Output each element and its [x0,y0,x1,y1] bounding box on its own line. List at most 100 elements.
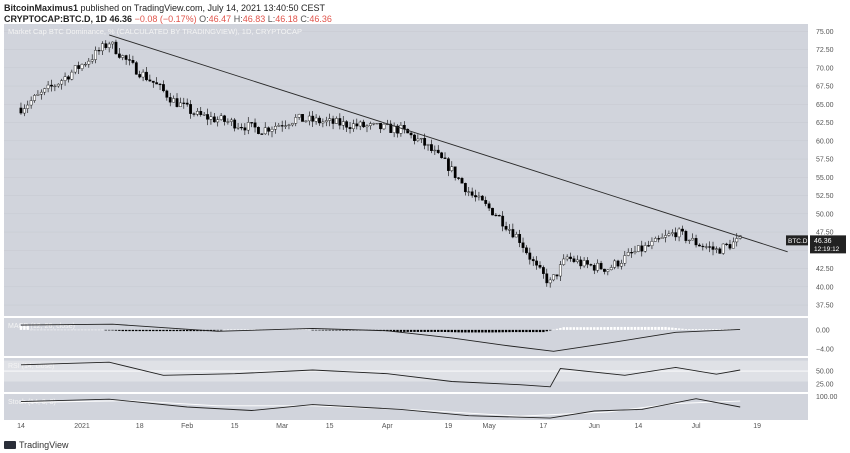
macd-hist-bar [715,329,718,330]
macd-hist-bar [57,329,60,331]
macd-hist-bar [548,329,552,331]
macd-hist-bar [189,329,192,332]
candle-body [165,90,169,98]
candle-body [721,243,725,254]
candle-body [440,152,444,159]
candle-body [423,138,427,146]
stoch-panel-bg [4,394,808,420]
candle-body [664,235,667,238]
candle-body [97,50,101,52]
candle-body [352,123,355,129]
rsi-line [20,361,741,388]
macd-hist-bar [87,329,90,331]
macd-hist-bar [443,329,447,332]
candle-body [168,97,172,103]
macd-hist-bar [104,329,107,331]
price-tick-label: 52.50 [816,193,834,200]
macd-hist-bar [589,327,593,330]
macd-hist-bar [545,329,548,332]
macd-hist-bar [70,329,74,331]
x-tick-label: May [482,423,496,430]
candle-body [399,124,403,134]
candle-body [382,123,386,130]
macd-line [20,323,741,352]
candle-body [606,269,610,272]
macd-hist-bar [335,329,338,331]
macd-hist-bar [616,326,620,330]
candle-body [80,64,84,69]
last-price: 46.36 [109,14,133,24]
candle-body [467,191,471,193]
candle-body [613,260,617,268]
candle-body [392,125,396,133]
candle-body [240,127,243,129]
candle-body [22,108,26,114]
candle-body [355,123,359,127]
candle-body [514,234,518,238]
macd-hist-bar [111,329,114,331]
macd-label: MACD (12, 26, close) [8,323,75,330]
macd-panel-bg [4,318,808,356]
candle-body [162,84,165,92]
open-value: 46.47 [208,14,232,24]
candle-body [199,111,203,115]
macd-hist-bar [457,329,460,333]
candle-body [579,259,583,267]
candle-body [335,118,338,124]
macd-hist-bar [352,329,355,331]
stoch-k-line [20,398,741,419]
candle-body [87,60,91,65]
macd-hist-bar [640,326,643,330]
candle-body [715,248,718,250]
candle-body [128,59,131,61]
macd-hist-bar [518,329,521,333]
candle-body [287,124,291,126]
x-tick-label: 19 [445,423,453,430]
candle-body [46,84,50,89]
candle-body [725,243,728,245]
macd-hist-bar [243,329,247,330]
macd-hist-bar [423,329,426,332]
candle-body [565,256,569,260]
symbol-tag-box [786,235,808,246]
macd-hist-bar [504,329,508,333]
candle-body [33,95,36,101]
candle-body [39,91,43,95]
macd-hist-bar [36,329,40,331]
macd-hist-bar [396,329,399,332]
price-tag-value: 46.36 [814,238,832,245]
price-tick-label: 37.50 [816,303,834,310]
macd-hist-bar [447,329,450,333]
macd-hist-bar [657,326,660,330]
candle-body [687,239,691,242]
author-name[interactable]: BitcoinMaximus1 [4,3,79,13]
candle-body [172,98,176,103]
macd-hist-bar [46,329,50,331]
candle-body [718,248,722,254]
candle-body [582,260,586,267]
candle-body [443,157,447,159]
macd-hist-bar [599,327,603,330]
chart-area[interactable]: 75.00 72.50 70.00 67.50 65.00 62.50 60.00 57.50… [0,22,850,434]
macd-hist-bar [711,329,715,330]
macd-hist-bar [219,329,223,331]
candle-body [735,238,739,243]
macd-hist-bar [420,329,423,332]
macd-hist-bar [498,329,501,333]
macd-hist-bar [409,329,413,332]
candle-body [589,264,593,266]
macd-hist-bar [141,329,145,332]
macd-hist-bar [593,327,596,330]
price-tick-label: 40.00 [816,284,834,291]
candle-body [294,117,298,124]
publish-info: published on TradingView.com, July 14, 2… [80,3,326,13]
candle-body [297,114,301,118]
macd-hist-bar [413,329,416,332]
x-tick-label: 14 [634,423,642,430]
symbol-line: CRYPTOCAP:BTC.D, 1D 46.36 −0.08 (−0.17%)… [4,14,332,24]
candle-body [358,121,362,127]
macd-hist-bar [528,329,532,333]
candle-body [372,123,376,125]
candle-body [189,104,192,114]
candle-body [463,183,467,193]
